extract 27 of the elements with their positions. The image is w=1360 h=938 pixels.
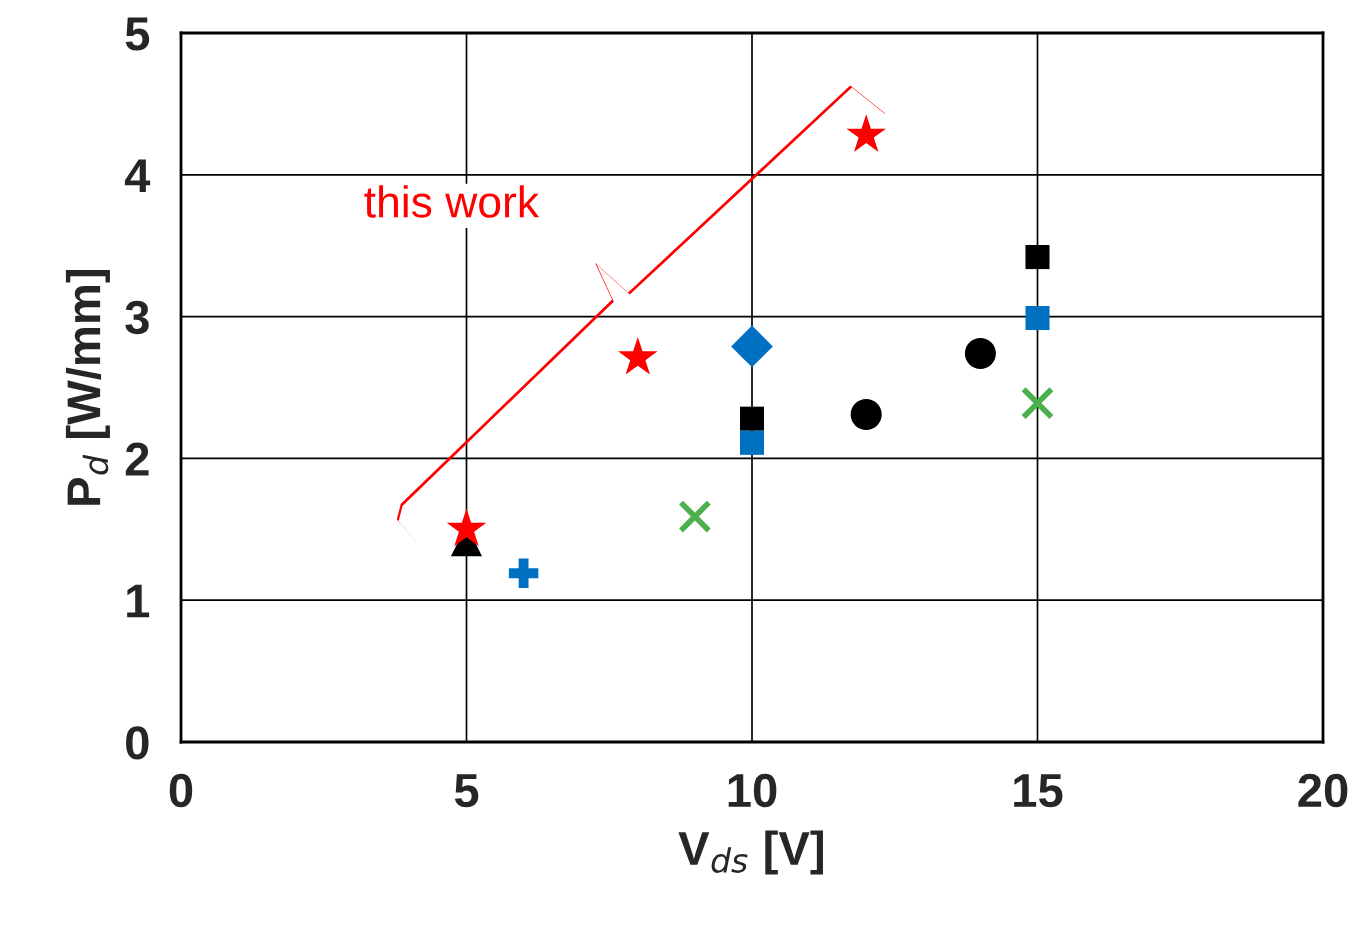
point (739, 430, 765, 455)
point (850, 398, 882, 430)
x-axis-title: V$_{ds}$ [V] (678, 830, 823, 875)
point (739, 406, 765, 431)
y-tick-label: 0 (126, 726, 149, 760)
point (508, 558, 539, 588)
point (1025, 245, 1050, 270)
y-tick-label: 3 (125, 300, 149, 335)
x-tick-label: 10 (728, 773, 777, 808)
y-tick-label: 2 (125, 442, 149, 476)
point (846, 114, 887, 152)
y-tick-label: 1 (127, 584, 150, 618)
x-tick-label: 0 (169, 773, 193, 808)
y-axis-title: P$_{d}$ [W/mm] (65, 270, 110, 505)
point (731, 325, 773, 368)
point (1020, 386, 1055, 420)
point (617, 336, 658, 375)
y-tick-label: 4 (124, 159, 151, 192)
x-tick-label: 5 (454, 774, 479, 808)
x-tick-label: 15 (1014, 774, 1063, 808)
y-tick-label: 5 (125, 17, 150, 51)
point (964, 337, 996, 369)
point (678, 499, 712, 534)
point (446, 508, 487, 547)
point (1025, 305, 1050, 331)
x-tick-label: 20 (1298, 773, 1348, 808)
annotation: this work (364, 185, 540, 218)
